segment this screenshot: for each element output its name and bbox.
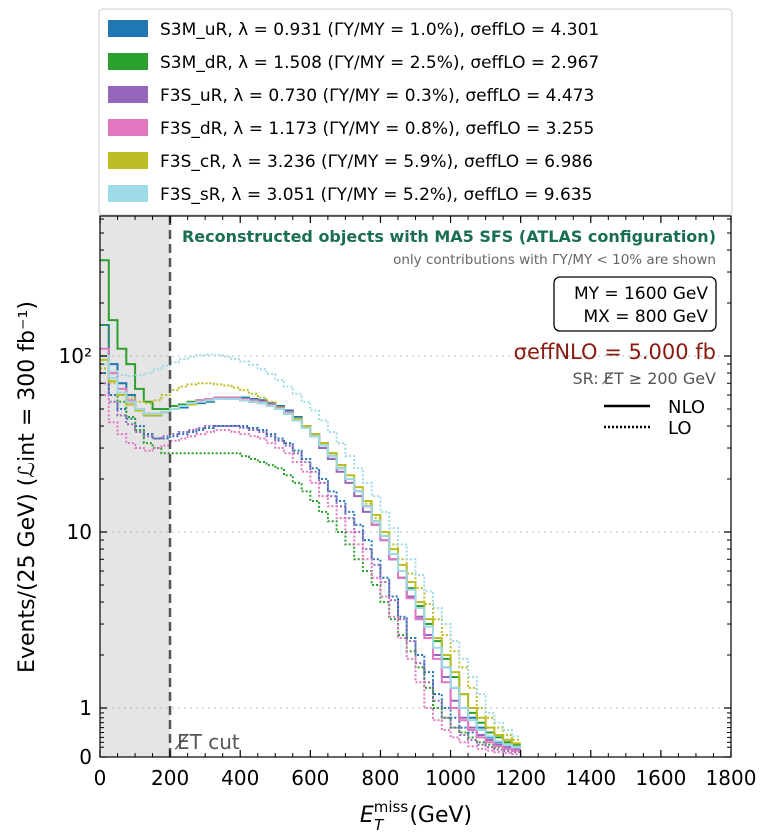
x-tick-label-1: 200 <box>151 766 189 790</box>
lo-legend-label: LO <box>668 418 692 439</box>
y-tick-label-1: 1 <box>79 696 92 720</box>
x-tick-label-3: 600 <box>291 766 329 790</box>
x-tick-label-0: 0 <box>94 766 107 790</box>
series-lo-line-5 <box>100 353 521 738</box>
cut-label: E̸T cut <box>175 730 240 754</box>
legend-label-0: S3M_uR, λ = 0.931 (ΓY/MY = 1.0%), σeffLO… <box>160 20 599 40</box>
legend-label-1: S3M_dR, λ = 1.508 (ΓY/MY = 2.5%), σeffLO… <box>160 53 599 73</box>
x-tick-label-5: 1000 <box>425 766 476 790</box>
series-lo-line-2 <box>100 382 521 754</box>
y-tick-label-3: 10² <box>59 344 92 368</box>
cut-region-shade <box>100 216 170 757</box>
legend-swatch-0 <box>108 20 148 37</box>
legend-swatch-5 <box>108 185 148 202</box>
x-tick-label-8: 1600 <box>635 766 686 790</box>
legend-swatch-2 <box>108 86 148 103</box>
mass-y-label: MY = 1600 GeV <box>574 284 708 304</box>
mass-box <box>553 276 717 332</box>
x-tick-label-2: 400 <box>221 766 259 790</box>
x-label-sup: miss <box>374 798 409 816</box>
signal-region-label: SR: E̸T ≥ 200 GeV <box>572 369 716 388</box>
series-lo-line-3 <box>100 394 521 756</box>
legend-swatch-4 <box>108 152 148 169</box>
x-axis-label: Emiss T (GeV) <box>360 798 472 834</box>
x-tick-label-4: 800 <box>361 766 399 790</box>
x-label-sub: T <box>374 816 385 834</box>
legend-label-5: F3S_sR, λ = 3.051 (ΓY/MY = 5.2%), σeffLO… <box>160 185 592 205</box>
x-label-main: E <box>360 803 374 828</box>
x-label-unit: (GeV) <box>409 803 472 828</box>
axes: 0 200 400 600 800 1000 1200 1400 1600 1800 0 1 10 10² <box>59 216 757 790</box>
y-axis-label: Events/(25 GeV) (ℒint = 300 fb⁻¹) <box>15 301 40 673</box>
legend-label-2: F3S_uR, λ = 0.730 (ΓY/MY = 0.3%), σeffLO… <box>160 86 594 106</box>
width-note: only contributions with ΓY/MY < 10% are … <box>393 252 716 268</box>
x-tick-label-9: 1800 <box>706 766 757 790</box>
mass-x-label: MX = 800 GeV <box>584 307 709 327</box>
series-legend: S3M_uR, λ = 0.931 (ΓY/MY = 1.0%), σeffLO… <box>108 20 599 205</box>
plot-title: Reconstructed objects with MA5 SFS (ATLA… <box>182 227 716 246</box>
series-nlo-line-5 <box>100 355 521 749</box>
y-tick-label-0: 0 <box>79 745 92 769</box>
sigma-nlo-label: σeffNLO = 5.000 fb <box>514 340 716 364</box>
x-tick-label-6: 1200 <box>495 766 546 790</box>
legend-label-3: F3S_dR, λ = 1.173 (ΓY/MY = 0.8%), σeffLO… <box>160 119 594 139</box>
legend-swatch-3 <box>108 119 148 136</box>
series-legend-box <box>98 8 733 216</box>
legend-label-4: F3S_cR, λ = 3.236 (ΓY/MY = 5.9%), σeffLO… <box>160 152 593 172</box>
series-lo-line-0 <box>100 372 521 751</box>
x-tick-label-7: 1400 <box>565 766 616 790</box>
legend-swatch-1 <box>108 53 148 70</box>
nlo-legend-label: NLO <box>668 397 705 418</box>
y-tick-label-2: 10 <box>67 520 92 544</box>
